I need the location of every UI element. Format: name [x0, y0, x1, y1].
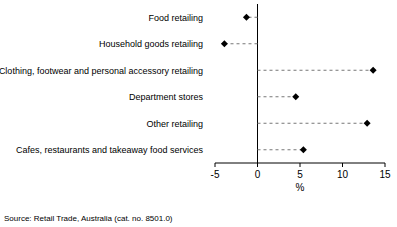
dot-marker — [364, 120, 371, 127]
category-label: Other retailing — [146, 119, 203, 129]
x-tick — [257, 163, 258, 167]
category-label: Cafes, restaurants and takeaway food ser… — [16, 145, 204, 155]
leader-line — [224, 43, 257, 44]
x-tick-label: 0 — [255, 169, 261, 180]
chart: -5 0 5 10 15% Food retailing Household goods r… — [0, 0, 397, 227]
x-tick — [215, 163, 216, 167]
x-tick-label: 10 — [337, 169, 349, 180]
x-tick — [342, 163, 343, 167]
x-tick — [300, 163, 301, 167]
leader-line — [258, 70, 374, 71]
leader-line — [258, 96, 296, 97]
dot-marker — [243, 14, 250, 21]
x-tick — [385, 163, 386, 167]
leader-line — [258, 123, 368, 124]
x-tick-label: 15 — [379, 169, 391, 180]
dot-marker — [221, 40, 228, 47]
chart-container: -5 0 5 10 15% Food retailing Household goods r… — [0, 0, 397, 227]
x-tick-label: 5 — [297, 169, 303, 180]
dot-marker — [300, 146, 307, 153]
dot-marker — [292, 93, 299, 100]
x-tick-label: -5 — [211, 169, 220, 180]
x-axis-label: % — [296, 182, 305, 193]
leader-line — [258, 149, 304, 150]
category-label: Clothing, footwear and personal accessor… — [0, 66, 203, 76]
category-label: Department stores — [129, 92, 204, 102]
category-label: Household goods retailing — [99, 39, 203, 49]
source-note: Source: Retail Trade, Australia (cat. no… — [4, 214, 173, 223]
dot-marker — [370, 67, 377, 74]
zero-line — [257, 4, 258, 163]
marks — [221, 14, 377, 154]
category-label: Food retailing — [148, 13, 203, 23]
